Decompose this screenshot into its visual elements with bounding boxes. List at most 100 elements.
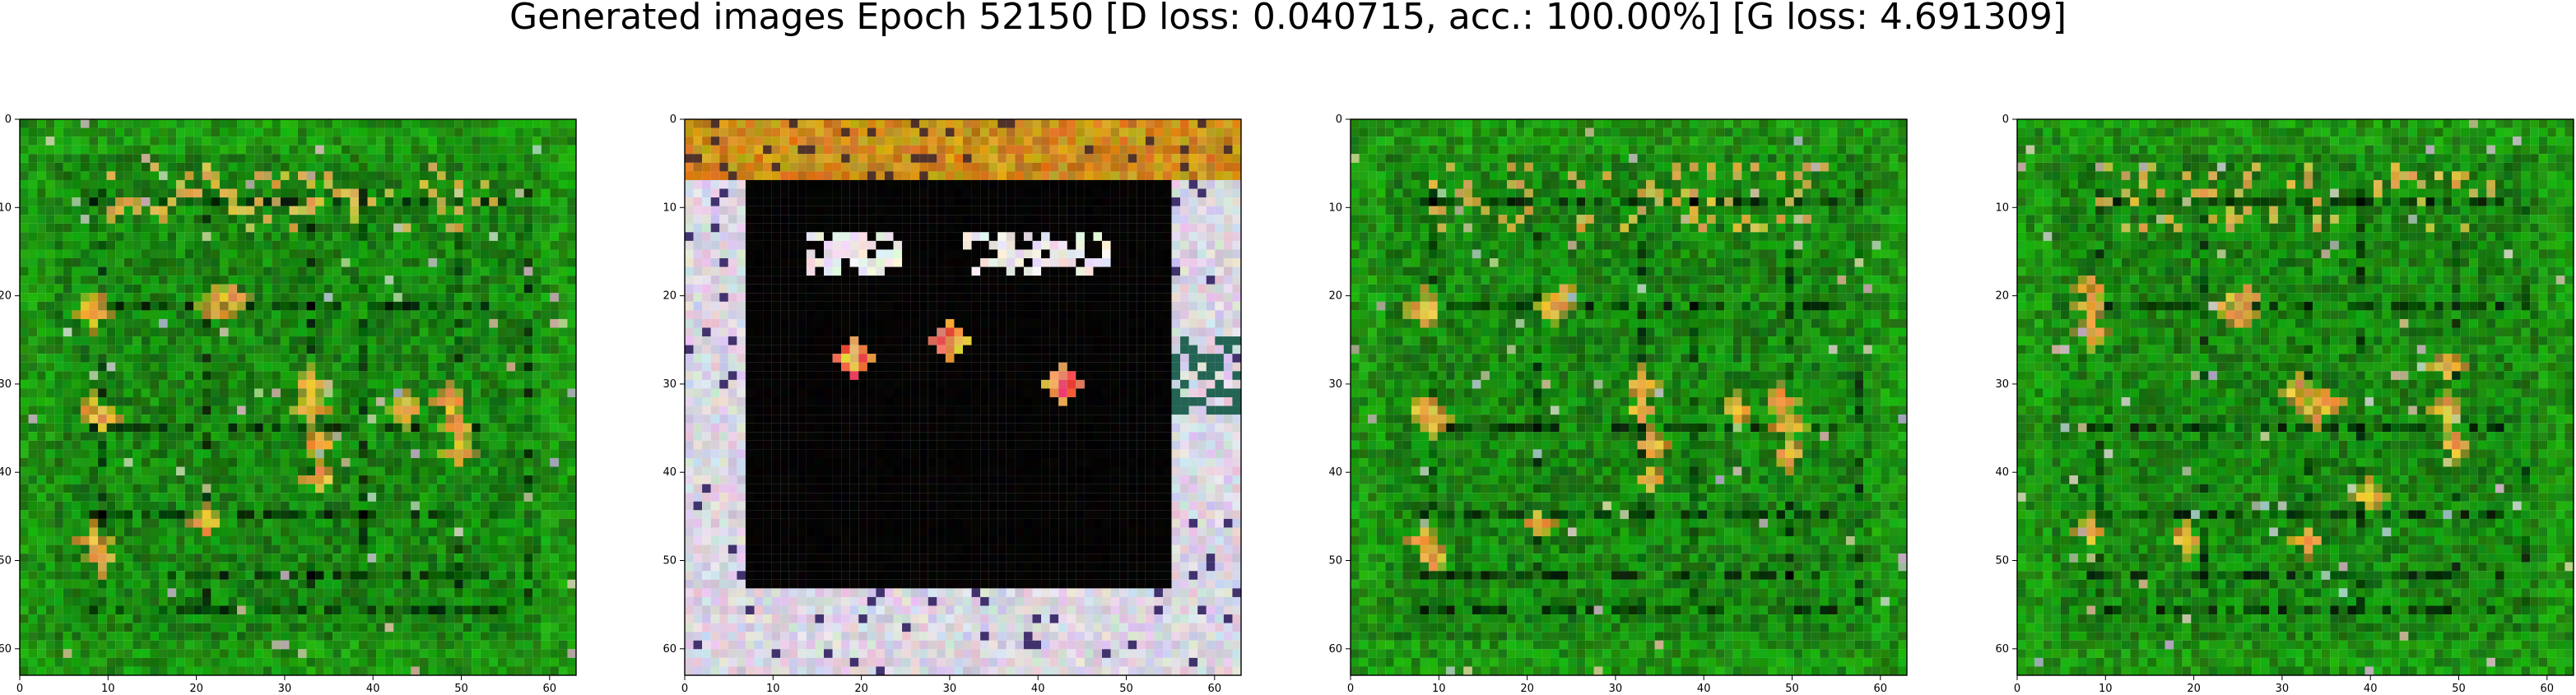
image-pixel <box>272 127 281 137</box>
image-pixel <box>237 544 246 554</box>
image-pixel <box>367 310 377 319</box>
image-pixel <box>367 197 377 206</box>
image-pixel <box>472 518 481 528</box>
image-pixel <box>754 119 764 128</box>
image-pixel <box>176 518 185 528</box>
image-pixel <box>323 145 333 155</box>
image-pixel <box>419 423 429 433</box>
image-pixel <box>184 206 194 215</box>
image-pixel <box>1049 215 1059 224</box>
image-pixel <box>497 640 507 650</box>
image-pixel <box>80 544 90 554</box>
image-pixel <box>141 536 151 545</box>
image-pixel <box>515 206 524 215</box>
image-pixel <box>1128 119 1137 128</box>
image-pixel <box>20 362 29 372</box>
image-pixel <box>315 266 324 276</box>
image-pixel <box>393 623 402 632</box>
image-pixel <box>176 362 185 372</box>
image-pixel <box>72 293 81 302</box>
image-pixel <box>963 215 972 224</box>
image-pixel <box>550 614 559 623</box>
image-pixel <box>428 484 438 493</box>
image-pixel <box>54 301 63 311</box>
image-pixel <box>263 145 272 155</box>
image-pixel <box>150 206 160 215</box>
image-pixel <box>45 127 55 137</box>
image-pixel <box>1232 119 1242 128</box>
image-pixel <box>176 154 185 163</box>
image-pixel <box>497 215 507 224</box>
image-pixel <box>63 432 72 441</box>
image-pixel <box>202 484 212 493</box>
image-pixel <box>523 188 533 198</box>
image-pixel <box>367 171 377 180</box>
image-pixel <box>332 397 342 406</box>
image-pixel <box>419 466 429 476</box>
image-pixel <box>123 223 133 233</box>
image-pixel <box>384 276 394 285</box>
image-pixel <box>1206 223 1216 233</box>
image-pixel <box>928 215 937 224</box>
image-pixel <box>437 475 446 484</box>
image-pixel <box>298 596 307 606</box>
image-pixel <box>211 232 220 241</box>
image-pixel <box>472 588 481 597</box>
image-pixel <box>72 266 81 276</box>
image-pixel <box>45 171 55 180</box>
image-pixel <box>745 119 755 128</box>
image-pixel <box>254 405 263 415</box>
image-pixel <box>463 614 472 623</box>
image-pixel <box>106 544 116 554</box>
image-pixel <box>341 605 351 615</box>
image-pixel <box>1041 223 1050 233</box>
image-pixel <box>237 432 246 441</box>
image-pixel <box>133 266 142 276</box>
image-pixel <box>89 484 99 493</box>
image-pixel <box>202 179 212 189</box>
image-pixel <box>523 554 533 563</box>
image-pixel <box>463 266 472 276</box>
image-pixel <box>719 197 728 206</box>
image-pixel <box>928 232 937 241</box>
image-pixel <box>184 579 194 589</box>
image-pixel <box>150 649 160 658</box>
image-pixel <box>28 266 38 276</box>
image-pixel <box>685 137 694 146</box>
image-pixel <box>280 188 290 198</box>
image-pixel <box>763 223 772 233</box>
image-pixel <box>280 249 290 259</box>
image-pixel <box>1093 179 1103 189</box>
image-pixel <box>1223 188 1233 198</box>
image-pixel <box>63 423 72 433</box>
image-pixel <box>963 188 972 198</box>
image-pixel <box>20 223 29 233</box>
image-pixel <box>272 388 281 398</box>
image-pixel <box>532 632 542 641</box>
image-pixel <box>1188 197 1198 206</box>
image-pixel <box>480 223 490 233</box>
image-pixel <box>945 232 955 241</box>
image-pixel <box>997 145 1007 155</box>
image-pixel <box>20 197 29 206</box>
image-pixel <box>237 527 246 537</box>
image-pixel <box>150 354 160 363</box>
image-pixel <box>28 162 38 172</box>
image-pixel <box>497 432 507 441</box>
image-pixel <box>480 614 490 623</box>
image-pixel <box>480 415 490 424</box>
image-pixel <box>306 179 316 189</box>
image-pixel <box>63 510 72 519</box>
image-pixel <box>489 544 498 554</box>
image-pixel <box>228 579 238 589</box>
image-pixel <box>1093 137 1103 146</box>
image-pixel <box>384 632 394 641</box>
image-pixel <box>289 215 299 224</box>
image-pixel <box>280 154 290 163</box>
image-pixel <box>428 215 438 224</box>
image-pixel <box>159 527 168 537</box>
image-pixel <box>454 145 463 155</box>
image-pixel <box>272 475 281 484</box>
image-pixel <box>159 415 168 424</box>
image-pixel <box>558 449 568 458</box>
